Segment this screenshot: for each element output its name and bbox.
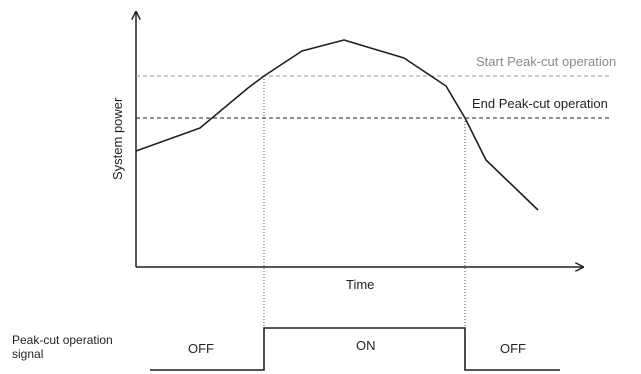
y-axis-label: System power [110, 97, 125, 180]
signal-state-off-after: OFF [500, 341, 526, 356]
system-power-curve [135, 39, 539, 211]
start-threshold-label: Start Peak-cut operation [476, 54, 616, 69]
end-threshold-label: End Peak-cut operation [472, 96, 608, 111]
signal-state-off-before: OFF [188, 341, 214, 356]
signal-label-line-2: signal [12, 347, 43, 361]
signal-state-on: ON [356, 338, 376, 353]
peak-cut-signal-waveform [150, 327, 560, 371]
x-axis-label: Time [346, 277, 374, 292]
signal-label-line-1: Peak-cut operation [12, 333, 113, 347]
